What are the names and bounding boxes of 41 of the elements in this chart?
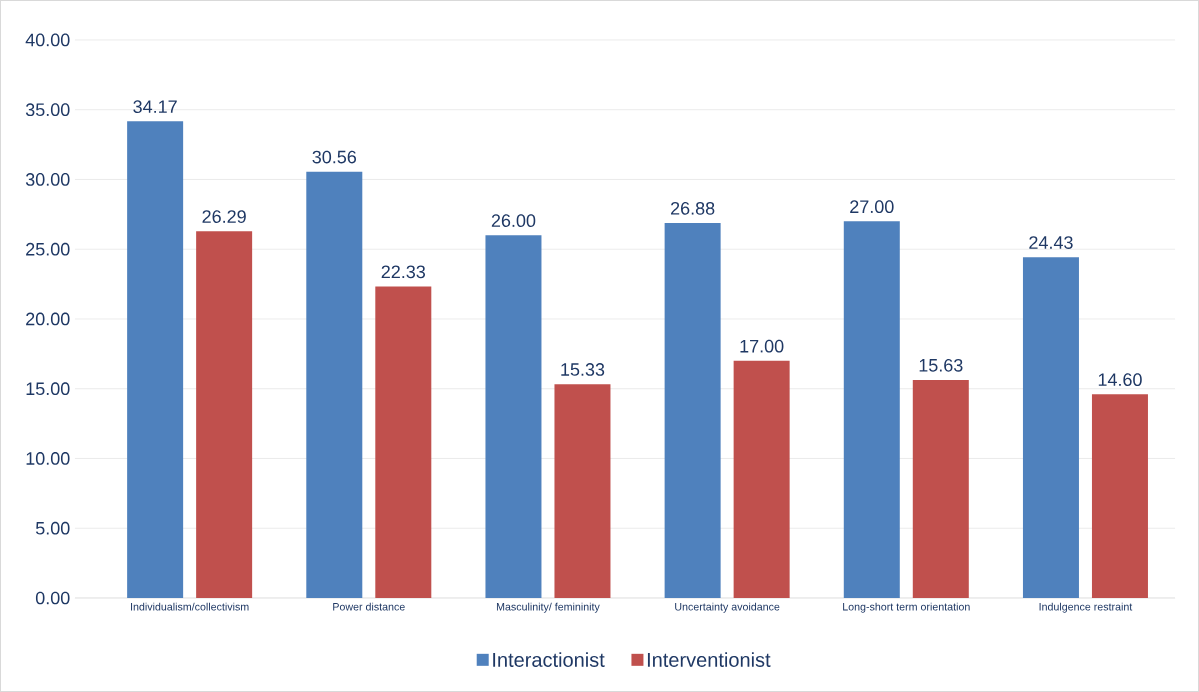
bar <box>554 384 611 599</box>
y-tick-label: 30.00 <box>25 173 70 186</box>
data-label: 27.00 <box>850 200 894 214</box>
bar <box>127 121 184 599</box>
bar <box>375 286 432 599</box>
bar <box>733 360 790 599</box>
x-tick-label: Masculinity/ femininity <box>496 602 600 613</box>
x-tick-label: Long-short term orientation <box>843 602 970 613</box>
x-tick-label: Indulgence restraint <box>1039 602 1133 613</box>
data-label: 15.63 <box>919 358 963 372</box>
bar <box>196 231 253 599</box>
data-label: 22.33 <box>381 265 426 279</box>
legend-label: Interactionist <box>493 652 605 667</box>
y-tick-label: 35.00 <box>25 103 70 117</box>
y-tick-label: 40.00 <box>25 33 70 47</box>
x-tick-label: Uncertainty avoidance <box>675 602 780 613</box>
data-label: 26.29 <box>202 210 246 223</box>
y-tick-label: 20.00 <box>26 312 70 326</box>
bar <box>664 223 721 599</box>
y-tick-label: 25.00 <box>26 242 70 256</box>
y-tick-label: 10.00 <box>26 452 70 465</box>
data-label: 26.88 <box>671 202 715 215</box>
data-label: 17.00 <box>740 339 784 353</box>
data-label: 24.43 <box>1029 236 1073 249</box>
data-label: 15.33 <box>561 363 605 376</box>
y-tick-label: 15.00 <box>26 382 70 396</box>
data-label: 34.17 <box>133 100 177 114</box>
data-label: 26.00 <box>491 214 536 228</box>
bar <box>485 235 542 599</box>
y-tick-label: 5.00 <box>35 521 70 535</box>
data-label: 14.60 <box>1098 373 1142 387</box>
x-tick-label: Individualism/collectivism <box>131 602 249 611</box>
bar <box>1091 394 1148 599</box>
legend-label: Interventionist <box>647 652 771 667</box>
bar <box>1022 257 1079 599</box>
bar <box>306 171 363 599</box>
x-tick-label: Power distance <box>333 602 405 611</box>
y-tick-label: 0.00 <box>35 591 70 605</box>
data-label: 30.56 <box>312 150 357 164</box>
bar <box>843 221 900 599</box>
bar <box>912 379 969 599</box>
